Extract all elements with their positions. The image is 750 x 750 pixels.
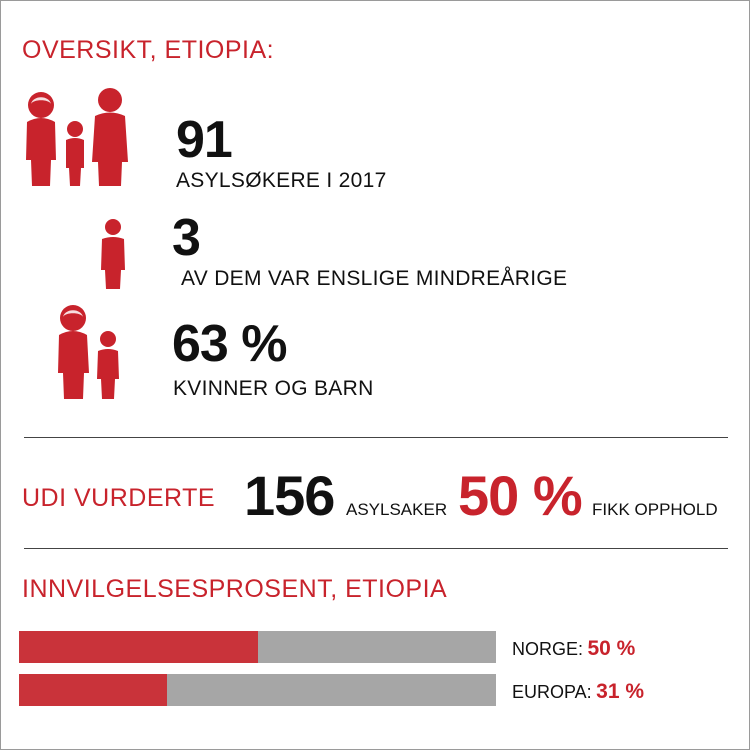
overview-title: OVERSIKT, ETIOPIA: (22, 36, 275, 64)
bar-europe-value: 31 % (596, 680, 645, 703)
udi-cases-label: ASYLSAKER (346, 500, 448, 519)
udi-granted-value: 50 % (458, 464, 583, 527)
asylum-seekers-count: 91 (176, 111, 233, 169)
woman-child-icon (58, 305, 119, 399)
approval-title: INNVILGELSESPROSENT, ETIOPIA (22, 575, 448, 603)
family-icon (26, 88, 128, 186)
bar-europe-label: EUROPA: (512, 682, 592, 702)
divider-top (24, 437, 728, 438)
bar-norway-value: 50 % (587, 637, 636, 660)
bar-norway-track (19, 631, 496, 663)
bar-europe-track (19, 674, 496, 706)
bar-norway-label: NORGE: (512, 639, 584, 659)
bar-norway-caption: NORGE: 50 % (512, 637, 635, 661)
bar-europe-caption: EUROPA: 31 % (512, 680, 644, 704)
child-icon (101, 219, 125, 289)
divider-bottom (24, 548, 728, 549)
bar-europe-fill (19, 674, 167, 706)
unaccompanied-minors-label: AV DEM VAR ENSLIGE MINDREÅRIGE (181, 267, 568, 290)
udi-granted-label: FIKK OPPHOLD (592, 500, 718, 519)
unaccompanied-minors-count: 3 (172, 209, 201, 267)
bar-norway-fill (19, 631, 258, 663)
women-children-percent: 63 % (172, 315, 288, 373)
udi-label: UDI VURDERTE (22, 484, 216, 512)
udi-cases-value: 156 (244, 464, 335, 527)
asylum-seekers-label: ASYLSØKERE I 2017 (176, 169, 387, 192)
women-children-label: KVINNER OG BARN (173, 377, 374, 400)
